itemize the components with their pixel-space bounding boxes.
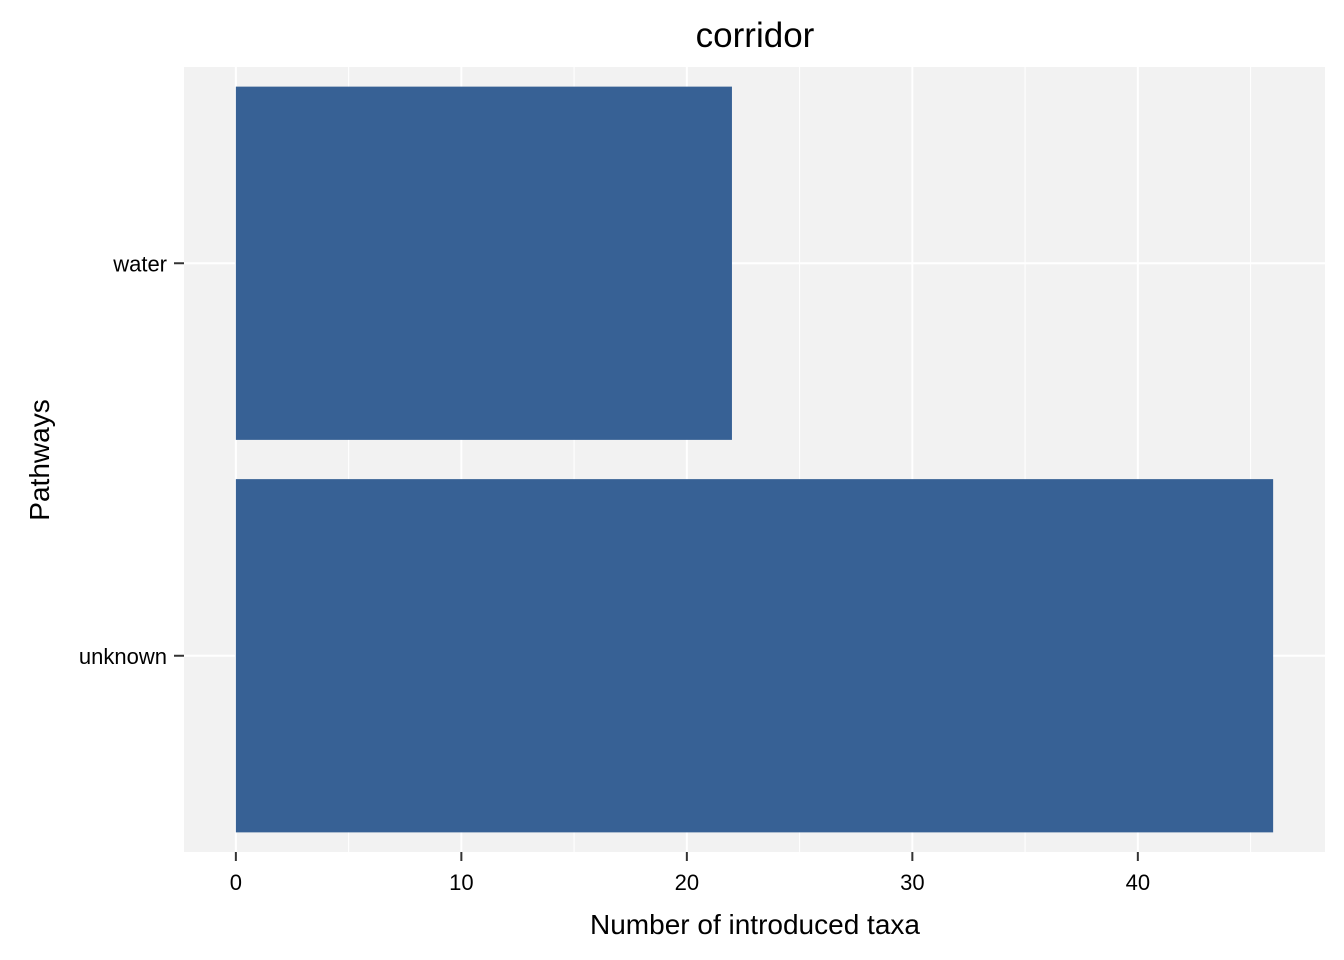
y-tick-label-unknown: unknown	[79, 644, 167, 669]
x-axis-ticks: 0 10 20 30 40	[230, 852, 1150, 895]
x-tick-label: 0	[230, 870, 242, 895]
bars	[235, 86, 1274, 833]
y-axis-ticks: unknown water	[79, 251, 184, 669]
y-axis-title: Pathways	[24, 399, 55, 520]
bar-water	[235, 86, 732, 440]
x-tick-label: 40	[1126, 870, 1150, 895]
x-axis-title: Number of introduced taxa	[590, 909, 920, 940]
y-tick-label-water: water	[112, 251, 167, 276]
x-tick-label: 30	[900, 870, 924, 895]
bar-unknown	[235, 479, 1274, 833]
x-tick-label: 10	[449, 870, 473, 895]
x-tick-label: 20	[675, 870, 699, 895]
chart-title: corridor	[696, 16, 815, 55]
